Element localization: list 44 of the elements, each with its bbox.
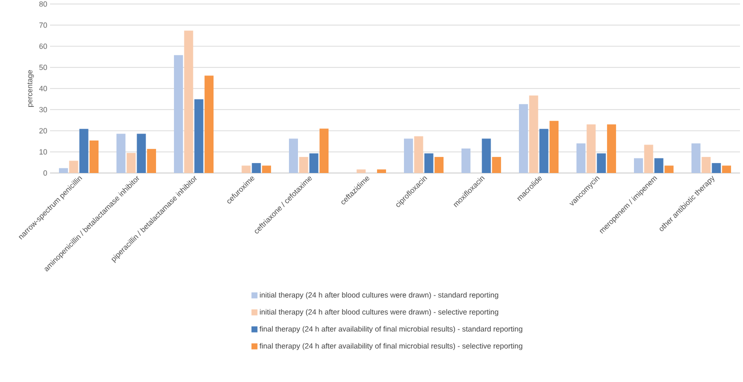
- bar: [596, 153, 606, 173]
- bar: [414, 136, 424, 173]
- bar: [377, 169, 386, 173]
- bar: [461, 148, 470, 173]
- bar: [529, 95, 538, 173]
- bar: [320, 128, 329, 173]
- bar: [434, 156, 444, 173]
- bar: [664, 166, 674, 173]
- bar: [136, 134, 146, 173]
- bar: [518, 104, 528, 173]
- bar: [184, 30, 194, 173]
- bar: [654, 158, 664, 173]
- bar: [691, 143, 700, 173]
- bar: [482, 138, 491, 173]
- bar: [288, 138, 298, 173]
- bar: [404, 138, 413, 173]
- bar: [204, 76, 214, 173]
- bar: [722, 166, 732, 173]
- bar: [262, 166, 272, 173]
- bar: [116, 134, 126, 173]
- bar: [492, 156, 502, 173]
- bar: [702, 156, 711, 173]
- bar: [356, 169, 366, 173]
- bar: [252, 163, 261, 173]
- bar: [607, 124, 616, 173]
- bar: [147, 148, 156, 173]
- bar: [299, 156, 308, 173]
- bar: [576, 143, 586, 173]
- bar: [194, 99, 204, 173]
- bar: [586, 124, 596, 173]
- bar: [550, 120, 559, 173]
- bar: [712, 163, 721, 173]
- bar: [58, 168, 68, 173]
- bar: [69, 160, 78, 173]
- bar: [644, 144, 654, 173]
- bar: [90, 140, 99, 173]
- bar: [242, 166, 251, 173]
- bar: [539, 128, 548, 173]
- bar: [309, 153, 318, 173]
- bar: [174, 55, 183, 173]
- bar: [126, 152, 136, 173]
- bar: [424, 153, 434, 173]
- bar: [634, 158, 643, 173]
- bar: [79, 128, 88, 173]
